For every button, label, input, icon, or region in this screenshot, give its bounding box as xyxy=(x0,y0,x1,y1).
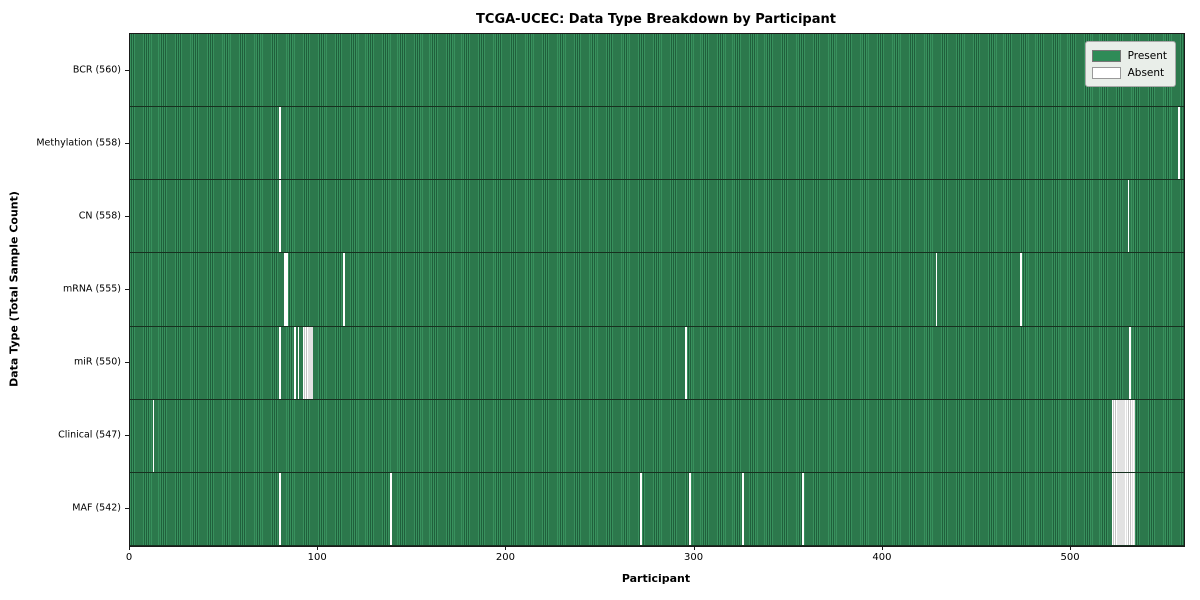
x-tick-label: 500 xyxy=(1060,552,1080,563)
heatmap-row-mRNA xyxy=(130,253,1184,327)
y-axis-label: Data Type (Total Sample Count) xyxy=(7,191,21,387)
y-tick-mark xyxy=(125,435,129,437)
absent-gap xyxy=(293,326,296,399)
absent-gap xyxy=(801,472,804,545)
y-tick-mark xyxy=(125,215,129,217)
plot-area: Present Absent xyxy=(129,33,1185,547)
x-axis-label: Participant xyxy=(621,572,691,585)
absent-gap xyxy=(278,180,281,253)
heatmap-row-miR xyxy=(130,326,1184,400)
absent-gap xyxy=(1178,107,1181,180)
absent-gap xyxy=(1020,253,1023,326)
y-tick-mark xyxy=(125,142,129,144)
absent-gap xyxy=(1127,180,1130,253)
y-tick-mark xyxy=(125,362,129,364)
y-axis: BCR (560) Methylation (558) CN (558) mRNA (… xyxy=(0,33,129,545)
y-tick-label-Clinical: Clinical (547) xyxy=(58,429,121,441)
x-tick-mark xyxy=(317,546,319,550)
y-tick-label-MAF: MAF (542) xyxy=(72,502,121,514)
y-tick-mark xyxy=(125,289,129,290)
heatmap-row-MAF xyxy=(130,472,1184,546)
x-tick-mark xyxy=(693,546,695,550)
heatmap-row-Clinical xyxy=(130,399,1184,473)
x-tick-label: 400 xyxy=(872,552,892,563)
absent-gap xyxy=(935,253,938,326)
x-tick-mark xyxy=(1070,546,1072,550)
heatmap-row-BCR xyxy=(130,34,1184,108)
heatmap-row-CN xyxy=(130,180,1184,254)
legend-entry-absent: Absent xyxy=(1091,64,1167,81)
y-tick-label-Methylation: Methylation (558) xyxy=(36,137,121,149)
x-tick-mark xyxy=(505,546,507,550)
absent-gap xyxy=(389,472,392,545)
legend: Present Absent xyxy=(1084,41,1176,87)
legend-entry-present: Present xyxy=(1091,47,1167,64)
absent-swatch-icon xyxy=(1091,66,1121,79)
absent-gap xyxy=(1112,399,1136,472)
heatmap-row-Methylation xyxy=(130,107,1184,181)
x-tick-mark xyxy=(881,546,883,550)
x-tick-mark xyxy=(129,546,130,550)
absent-gap xyxy=(741,472,744,545)
absent-gap xyxy=(284,253,289,326)
absent-gap xyxy=(303,326,313,399)
y-tick-label-miR: miR (550) xyxy=(73,356,121,368)
chart-title: TCGA-UCEC: Data Type Breakdown by Partic… xyxy=(476,12,836,27)
y-tick-mark xyxy=(125,508,129,510)
absent-gap xyxy=(278,107,281,180)
y-tick-mark xyxy=(125,69,129,71)
legend-label-absent: Absent xyxy=(1127,66,1165,79)
x-tick-label: 100 xyxy=(307,552,327,563)
x-tick-label: 0 xyxy=(125,552,133,563)
x-tick-label: 300 xyxy=(684,552,704,563)
legend-label-present: Present xyxy=(1127,49,1167,62)
absent-gap xyxy=(1112,472,1136,545)
absent-gap xyxy=(1129,326,1132,399)
y-tick-label-BCR: BCR (560) xyxy=(72,64,121,76)
absent-gap xyxy=(685,326,688,399)
y-tick-label-mRNA: mRNA (555) xyxy=(62,283,121,295)
absent-gap xyxy=(278,326,281,399)
present-swatch-icon xyxy=(1091,49,1121,62)
y-tick-label-CN: CN (558) xyxy=(78,210,121,222)
absent-gap xyxy=(278,472,281,545)
x-tick-label: 200 xyxy=(495,552,515,563)
x-axis: 0 100 200 300 400 500 xyxy=(125,545,1183,575)
absent-gap xyxy=(689,472,691,545)
absent-gap xyxy=(640,472,642,545)
absent-gap xyxy=(152,399,155,472)
absent-gap xyxy=(342,253,345,326)
absent-gap xyxy=(297,326,300,399)
